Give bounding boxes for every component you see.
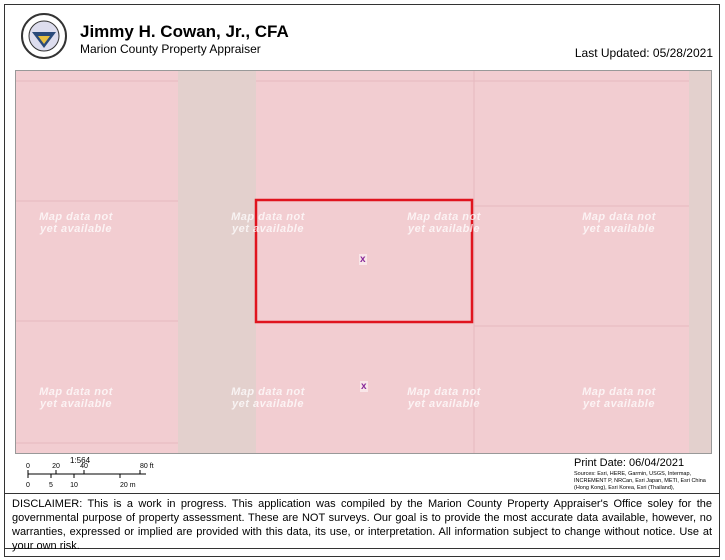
parcel-marker: x xyxy=(359,254,367,265)
watermark: Map data not yet available xyxy=(582,386,656,410)
map-layer xyxy=(16,71,711,453)
parcel-outline xyxy=(254,198,474,324)
scale-label: 0 xyxy=(26,482,30,489)
scale-ratio: 1:564 xyxy=(70,456,91,465)
watermark: Map data not yet available xyxy=(582,211,656,235)
watermark: Map data not yet available xyxy=(231,211,305,235)
scale-label: 80 ft xyxy=(140,463,154,470)
scale-label: 40 xyxy=(80,463,88,470)
subtitle: Marion County Property Appraiser xyxy=(80,42,261,56)
scale-label: 0 xyxy=(26,463,30,470)
watermark: Map data not yet available xyxy=(407,386,481,410)
logo xyxy=(21,13,67,59)
scale-label: 10 xyxy=(70,482,78,489)
watermark: Map data not yet available xyxy=(231,386,305,410)
last-updated: Last Updated: 05/28/2021 xyxy=(574,46,713,60)
title: Jimmy H. Cowan, Jr., CFA xyxy=(80,22,289,41)
page-border xyxy=(4,4,720,557)
map: Map data not yet available Map data not … xyxy=(15,70,712,454)
scale-bar: 0 20 40 80 ft 0 5 10 20 m xyxy=(26,463,154,489)
watermark: Map data not yet available xyxy=(407,211,481,235)
sources: Sources: Esri, HERE, Garmin, USGS, Inter… xyxy=(574,471,706,491)
scale-label: 5 xyxy=(49,482,53,489)
scale-label: 20 m xyxy=(120,482,136,489)
print-date: Print Date: 06/04/2021 xyxy=(574,457,685,469)
disclaimer: DISCLAIMER: This is a work in progress. … xyxy=(4,493,720,552)
parcel-marker: x xyxy=(360,381,368,392)
watermark: Map data not yet available xyxy=(39,211,113,235)
watermark: Map data not yet available xyxy=(39,386,113,410)
scale-label: 20 xyxy=(52,463,60,470)
